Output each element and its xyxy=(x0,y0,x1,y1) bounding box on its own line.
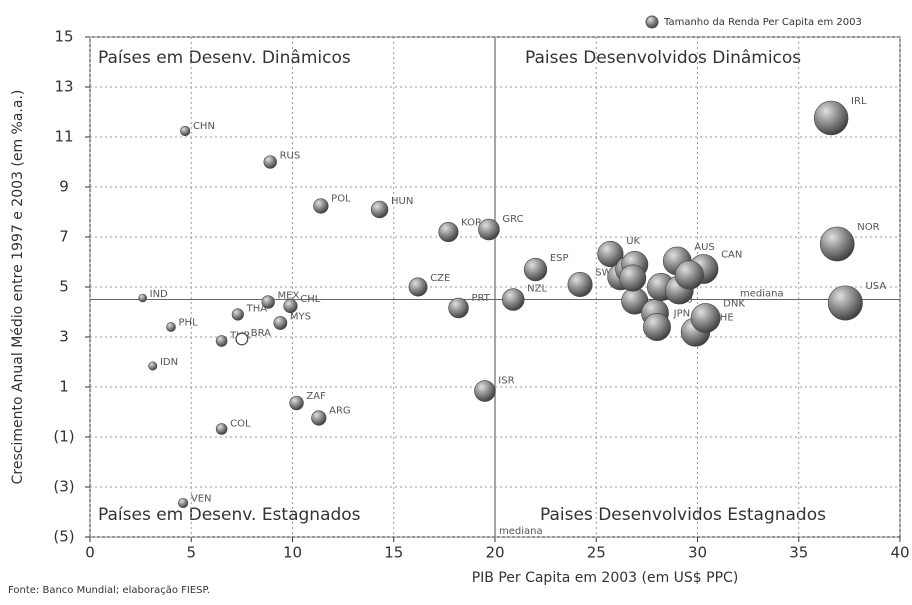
point-label: MYS xyxy=(290,311,311,322)
x-tick-label: 10 xyxy=(283,544,302,562)
y-axis-label: Crescimento Anual Médio entre 1997 e 200… xyxy=(10,90,26,485)
point-label: POL xyxy=(331,194,351,205)
point-label: UK xyxy=(626,236,640,247)
point-label: ZAF xyxy=(306,391,326,402)
x-tick-label: 0 xyxy=(85,544,95,562)
x-tick-label: 15 xyxy=(384,544,403,562)
median-label: mediana xyxy=(740,289,784,300)
median-label: mediana xyxy=(499,526,543,537)
point-label: RUS xyxy=(280,151,301,162)
x-axis-label: PIB Per Capita em 2003 (em US$ PPC) xyxy=(472,570,739,586)
bubble xyxy=(283,298,298,314)
legend-marker xyxy=(645,15,659,29)
y-tick-label: (1) xyxy=(53,428,74,446)
y-tick-label: 9 xyxy=(59,178,69,196)
bubble xyxy=(215,423,228,435)
bubble xyxy=(263,155,277,169)
point-label: CHN xyxy=(193,121,215,132)
bubble xyxy=(523,257,548,282)
x-tick-label: 30 xyxy=(688,544,707,562)
bubble xyxy=(261,295,275,309)
bubble xyxy=(231,308,244,321)
quadrant-label: Paises Desenvolvidos Dinâmicos xyxy=(525,48,801,68)
point-label: ESP xyxy=(550,253,569,264)
point-label: KOR xyxy=(461,217,482,228)
source: Fonte: Banco Mundial; elaboração FIESP. xyxy=(8,585,210,596)
point-label: MEX xyxy=(278,291,300,302)
y-tick-label: 3 xyxy=(59,328,69,346)
point-label: DNK xyxy=(723,298,745,309)
point-label: AUS xyxy=(694,242,715,253)
bubble xyxy=(180,125,191,137)
y-tick-label: 7 xyxy=(59,228,69,246)
point-label: SWE xyxy=(595,267,618,278)
point-label: CZE xyxy=(430,273,450,284)
bubble xyxy=(567,272,593,297)
x-tick-label: 5 xyxy=(186,544,196,562)
point-label: NOR xyxy=(857,222,879,233)
bubble xyxy=(408,277,428,297)
bubble xyxy=(813,100,849,136)
bubble xyxy=(370,200,389,219)
bubble xyxy=(819,226,855,262)
quadrant-label: Países em Desenv. Dinâmicos xyxy=(98,48,351,68)
point-label: ISR xyxy=(498,376,514,387)
bubble xyxy=(448,297,469,319)
y-tick-label: (3) xyxy=(53,478,74,496)
point-label: JPN xyxy=(673,308,690,319)
y-tick-label: 5 xyxy=(59,278,69,296)
point-label: NZL xyxy=(527,284,547,295)
y-tick-label: 1 xyxy=(59,378,69,396)
y-tick-label: (5) xyxy=(53,528,74,546)
point-label: PHL xyxy=(179,317,199,328)
x-tick-label: 20 xyxy=(485,544,504,562)
bubble xyxy=(311,410,327,426)
point-label: IDN xyxy=(160,357,178,368)
bubble xyxy=(597,240,624,268)
quadrant-label: Paises Desenvolvidos Estagnados xyxy=(540,505,826,525)
bubble xyxy=(289,395,304,411)
point-label: VEN xyxy=(191,493,212,504)
bubble xyxy=(178,497,189,509)
y-tick-label: 13 xyxy=(54,78,73,96)
y-tick-label: 11 xyxy=(54,128,73,146)
x-tick-label: 40 xyxy=(890,544,909,562)
point-label: CAN xyxy=(721,249,742,260)
point-label: THA xyxy=(246,304,268,315)
point-label: CHL xyxy=(300,294,321,305)
bubble xyxy=(501,288,525,311)
point-label: COL xyxy=(230,419,251,430)
point-label: IND xyxy=(150,289,168,300)
x-tick-label: 35 xyxy=(789,544,808,562)
bubble xyxy=(273,316,288,330)
bubble xyxy=(438,221,459,243)
bubble xyxy=(690,303,721,333)
legend-text: Tamanho da Renda Per Capita em 2003 xyxy=(663,17,862,28)
point-label: GRC xyxy=(502,214,523,225)
bubble xyxy=(148,361,158,371)
point-label: IRL xyxy=(851,96,867,107)
bubble xyxy=(827,285,863,321)
point-label: USA xyxy=(865,281,886,292)
bubble xyxy=(619,264,647,292)
bubble xyxy=(474,380,496,402)
bubble xyxy=(478,218,500,241)
quadrant-label: Países em Desenv. Estagnados xyxy=(98,505,361,525)
bubble xyxy=(643,313,671,341)
bubble xyxy=(313,198,329,214)
x-tick-label: 25 xyxy=(587,544,606,562)
bubble xyxy=(215,335,228,347)
point-label: ARG xyxy=(329,406,351,417)
bubble xyxy=(166,322,176,332)
bubble xyxy=(138,293,147,303)
point-label: CHE xyxy=(713,313,734,324)
y-tick-label: 15 xyxy=(54,28,73,46)
bubble xyxy=(235,332,249,346)
bubble xyxy=(674,260,704,290)
point-label: PRT xyxy=(471,293,490,304)
point-label: HUN xyxy=(391,196,413,207)
point-label: BRA xyxy=(251,328,271,339)
